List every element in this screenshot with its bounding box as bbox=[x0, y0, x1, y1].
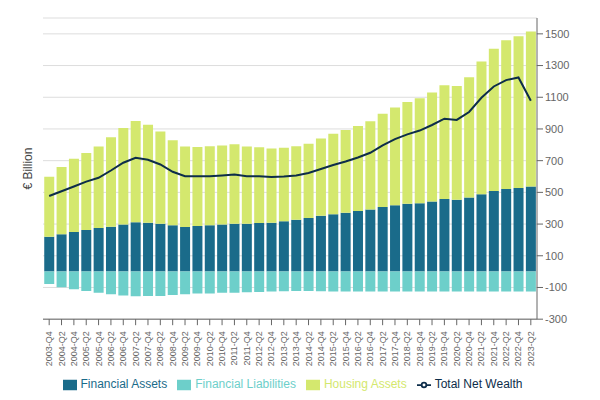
svg-text:2010-Q4: 2010-Q4 bbox=[217, 331, 227, 366]
svg-text:2016-Q4: 2016-Q4 bbox=[365, 331, 375, 366]
svg-text:300: 300 bbox=[545, 218, 563, 230]
svg-text:2005-Q4: 2005-Q4 bbox=[94, 331, 104, 366]
svg-text:2023-Q2: 2023-Q2 bbox=[526, 331, 536, 366]
svg-text:700: 700 bbox=[545, 155, 563, 167]
svg-text:2014-Q2: 2014-Q2 bbox=[304, 331, 314, 366]
html-text:Total Net Wealth: Total Net Wealth bbox=[434, 377, 523, 392]
svg-text:2015-Q4: 2015-Q4 bbox=[341, 331, 351, 366]
svg-text:2007-Q2: 2007-Q2 bbox=[131, 331, 141, 366]
svg-text:2014-Q4: 2014-Q4 bbox=[316, 331, 326, 366]
svg-text:2008-Q4: 2008-Q4 bbox=[168, 331, 178, 366]
svg-text:-300: -300 bbox=[545, 313, 567, 325]
svg-text:-100: -100 bbox=[545, 281, 567, 293]
svg-text:900: 900 bbox=[545, 123, 563, 135]
svg-text:€ Billion: € Billion bbox=[21, 148, 35, 190]
svg-text:2020-Q2: 2020-Q2 bbox=[452, 331, 462, 366]
svg-text:2020-Q4: 2020-Q4 bbox=[464, 331, 474, 366]
html-text:Financial Assets: Financial Assets bbox=[80, 377, 168, 392]
svg-text:2004-Q2: 2004-Q2 bbox=[57, 331, 67, 366]
svg-text:2017-Q2: 2017-Q2 bbox=[378, 331, 388, 366]
svg-text:500: 500 bbox=[545, 186, 563, 198]
svg-text:1100: 1100 bbox=[545, 91, 569, 103]
svg-text:2007-Q4: 2007-Q4 bbox=[143, 331, 153, 366]
svg-text:2004-Q4: 2004-Q4 bbox=[69, 331, 79, 366]
svg-text:2006-Q2: 2006-Q2 bbox=[106, 331, 116, 366]
svg-text:2011-Q2: 2011-Q2 bbox=[229, 331, 239, 365]
svg-text:2009-Q4: 2009-Q4 bbox=[192, 331, 202, 366]
svg-text:2019-Q2: 2019-Q2 bbox=[427, 331, 437, 366]
svg-text:1500: 1500 bbox=[545, 28, 569, 40]
svg-text:2022-Q4: 2022-Q4 bbox=[513, 331, 523, 366]
svg-text:2013-Q2: 2013-Q2 bbox=[279, 331, 289, 366]
svg-text:2006-Q4: 2006-Q4 bbox=[118, 331, 128, 366]
svg-text:2009-Q2: 2009-Q2 bbox=[180, 331, 190, 366]
svg-text:100: 100 bbox=[545, 250, 563, 262]
svg-text:2003-Q4: 2003-Q4 bbox=[44, 331, 54, 366]
svg-text:2018-Q2: 2018-Q2 bbox=[402, 331, 412, 366]
svg-text:2019-Q4: 2019-Q4 bbox=[439, 331, 449, 366]
svg-text:2013-Q4: 2013-Q4 bbox=[291, 331, 301, 366]
svg-text:2011-Q4: 2011-Q4 bbox=[242, 331, 252, 365]
svg-text:1300: 1300 bbox=[545, 59, 569, 71]
html-text:Financial Liabilities: Financial Liabilities bbox=[195, 377, 296, 392]
svg-text:2012-Q4: 2012-Q4 bbox=[266, 331, 276, 366]
svg-text:2008-Q2: 2008-Q2 bbox=[155, 331, 165, 366]
svg-text:2015-Q2: 2015-Q2 bbox=[328, 331, 338, 366]
svg-text:2017-Q4: 2017-Q4 bbox=[390, 331, 400, 366]
svg-text:2010-Q2: 2010-Q2 bbox=[205, 331, 215, 366]
svg-text:2012-Q2: 2012-Q2 bbox=[254, 331, 264, 366]
svg-text:2021-Q4: 2021-Q4 bbox=[489, 331, 499, 366]
svg-text:2005-Q2: 2005-Q2 bbox=[81, 331, 91, 366]
svg-text:2018-Q4: 2018-Q4 bbox=[415, 331, 425, 366]
html-text:Housing Assets: Housing Assets bbox=[323, 377, 407, 392]
svg-text:2022-Q2: 2022-Q2 bbox=[501, 331, 511, 366]
svg-text:2016-Q2: 2016-Q2 bbox=[353, 331, 363, 366]
svg-text:2021-Q2: 2021-Q2 bbox=[476, 331, 486, 366]
